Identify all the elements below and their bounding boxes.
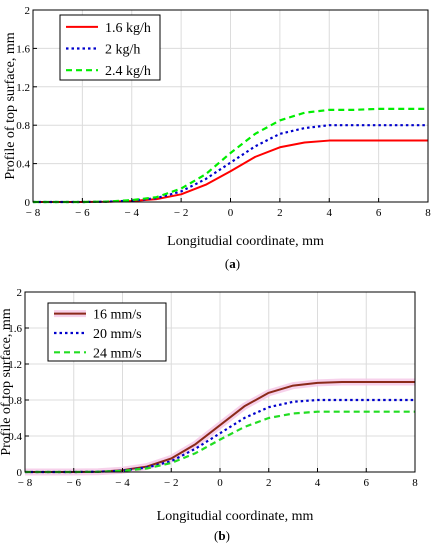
x-tick-label: 2 — [266, 477, 272, 489]
x-axis-title: Longitudial coordinate, mm — [157, 509, 314, 524]
y-tick-label: 0.4 — [16, 159, 30, 171]
y-tick-label: 1.6 — [16, 43, 30, 55]
y-tick-label: 0 — [25, 197, 31, 209]
legend-label-3: 24 mm/s — [93, 346, 142, 361]
x-tick-label: 8 — [425, 207, 431, 219]
legend-label-1: 1.6 kg/h — [105, 21, 151, 36]
legend-label-1: 16 mm/s — [93, 308, 142, 323]
x-axis-title: Longitudial coordinate, mm — [167, 234, 324, 249]
x-tick-label: 2 — [277, 207, 283, 219]
panel-label-close: ) — [226, 528, 230, 543]
y-tick-label: 1.6 — [8, 323, 22, 335]
legend: 16 mm/s 20 mm/s 24 mm/s — [47, 302, 167, 362]
legend: 1.6 kg/h 2 kg/h 2.4 kg/h — [59, 14, 161, 81]
chart-a: − 8 − 6 − 4 − 2 0 2 4 6 8 0 0.4 0.8 1.2 1.6 2 Longitudi… — [3, 5, 431, 271]
panel-label-open: ( — [225, 256, 229, 271]
x-tick-label: − 4 — [115, 477, 130, 489]
x-tick-label: − 4 — [125, 207, 140, 219]
x-tick-label: − 2 — [164, 477, 178, 489]
x-tick-label: − 2 — [174, 207, 188, 219]
x-tick-label: 6 — [364, 477, 370, 489]
panel-label: (a) — [225, 256, 240, 271]
panel-label-letter: b — [218, 528, 225, 543]
x-tick-label: − 8 — [26, 207, 41, 219]
panel-label: (b) — [214, 528, 230, 543]
y-tick-label: 0 — [17, 467, 23, 479]
y-tick-label: 1.2 — [8, 359, 22, 371]
x-tick-label: 8 — [412, 477, 418, 489]
series-line-2 — [33, 124, 428, 204]
y-tick-label: 2 — [17, 287, 23, 299]
x-tick-label: − 6 — [75, 207, 90, 219]
x-tick-label: 0 — [217, 477, 223, 489]
x-tick-label: 0 — [228, 207, 234, 219]
x-tick-label: 4 — [315, 477, 321, 489]
legend-label-2: 2 kg/h — [105, 43, 140, 58]
y-tick-label: 2 — [25, 5, 31, 17]
panel-label-close: ) — [236, 256, 240, 271]
panel-label-open: ( — [214, 528, 218, 543]
panel-label-letter: a — [229, 256, 236, 271]
y-tick-label: 0.8 — [16, 120, 30, 132]
x-tick-label: 6 — [376, 207, 382, 219]
y-axis-title: Profile of top surface, mm — [3, 32, 18, 179]
y-tick-label: 1.2 — [16, 82, 30, 94]
chart-b: − 8 − 6 − 4 − 2 0 2 4 6 8 0 0.4 0.8 1.2 1.6 2 Longitudi… — [0, 287, 418, 543]
x-tick-label: − 6 — [67, 477, 82, 489]
y-axis-title: Profile of top surface, mm — [0, 308, 14, 455]
x-tick-label: − 8 — [18, 477, 33, 489]
x-tick-label: 4 — [327, 207, 333, 219]
y-tick-label: 0.8 — [8, 395, 22, 407]
legend-label-2: 20 mm/s — [93, 327, 142, 342]
legend-label-3: 2.4 kg/h — [105, 64, 151, 79]
y-tick-label: 0.4 — [8, 431, 22, 443]
